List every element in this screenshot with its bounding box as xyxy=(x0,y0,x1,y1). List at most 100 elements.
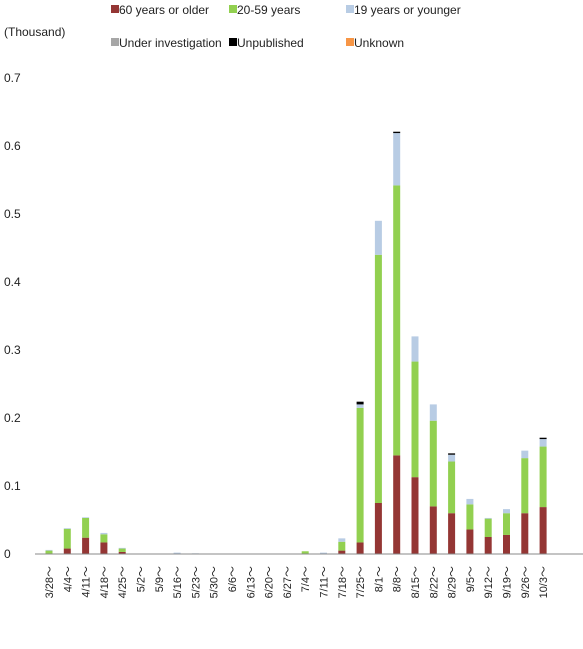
bar-segment-19-years-or-younger xyxy=(503,509,510,514)
bar-segment-20-59-years xyxy=(448,461,456,514)
x-tick-label: 6/6～ xyxy=(227,566,239,592)
x-tick-label: 3/28～ xyxy=(44,566,56,598)
y-tick-label: 0.7 xyxy=(4,71,21,85)
bar-segment-unpublished xyxy=(448,453,456,455)
x-tick-label: 8/22～ xyxy=(428,566,440,598)
y-axis: 0 0.1 0.2 0.3 0.4 0.5 0.6 0.7 xyxy=(4,71,21,561)
legend-label-19-years-or-younger: 19 years or younger xyxy=(354,3,461,17)
x-tick-label: 8/1～ xyxy=(373,566,385,592)
bars xyxy=(45,131,547,554)
x-axis: 3/28～ 4/4～ 4/11～ 4/18～ 4/25～ 5/2～ 5/9～ 5/16～ 5/2… xyxy=(44,566,550,598)
legend-label-unknown: Unknown xyxy=(354,36,404,50)
x-tick-label: 6/13～ xyxy=(245,566,257,598)
x-tick-label: 9/5～ xyxy=(465,566,477,592)
bar-segment-20-59-years xyxy=(466,504,474,530)
x-tick-label: 5/2～ xyxy=(136,566,148,592)
legend-label-unpublished: Unpublished xyxy=(237,36,304,50)
bar-segment-60-years-or-older xyxy=(429,506,437,554)
bar-segment-20-59-years xyxy=(484,518,492,537)
bar-segment-19-years-or-younger xyxy=(45,549,53,551)
x-tick-label: 7/18～ xyxy=(337,566,349,598)
bar-segment-19-years-or-younger xyxy=(521,450,529,459)
bar-segment-19-years-or-younger xyxy=(374,220,382,255)
x-tick-label: 4/11～ xyxy=(81,566,93,598)
bar-segment-19-years-or-younger xyxy=(448,454,456,462)
bar-segment-60-years-or-older xyxy=(338,550,346,554)
y-tick-label: 0.6 xyxy=(4,139,21,153)
bar-segment-unpublished xyxy=(356,401,364,405)
bar-segment-20-59-years xyxy=(45,550,53,554)
x-tick-label: 9/12～ xyxy=(483,566,495,598)
legend-label-20-59-years: 20-59 years xyxy=(237,3,300,17)
legend-swatch-20-59-years xyxy=(229,5,237,13)
bar-segment-60-years-or-older xyxy=(448,513,456,554)
bar-segment-60-years-or-older xyxy=(393,455,401,554)
bar-segment-19-years-or-younger xyxy=(356,404,364,408)
bar-segment-19-years-or-younger xyxy=(466,498,474,505)
x-tick-label: 4/25～ xyxy=(117,566,129,598)
x-tick-label: 5/30～ xyxy=(209,566,221,598)
bar-segment-20-59-years xyxy=(374,254,382,503)
bar-segment-60-years-or-older xyxy=(356,542,364,554)
bar-segment-60-years-or-older xyxy=(82,537,90,554)
bar-segment-19-years-or-younger xyxy=(82,517,90,518)
x-tick-label: 5/16～ xyxy=(172,566,184,598)
bar-segment-60-years-or-older xyxy=(63,548,71,554)
bar-segment-60-years-or-older xyxy=(503,534,510,554)
bar-segment-20-59-years xyxy=(411,361,419,478)
x-tick-label: 8/15～ xyxy=(410,566,422,598)
bar-segment-unpublished xyxy=(393,131,401,134)
x-tick-label: 10/3～ xyxy=(538,566,550,598)
bar-segment-20-59-years xyxy=(82,517,90,538)
bar-segment-60-years-or-older xyxy=(484,537,492,554)
x-tick-label: 7/11～ xyxy=(319,566,331,598)
bar-segment-60-years-or-older xyxy=(118,551,126,554)
y-tick-label: 0.4 xyxy=(4,275,21,289)
bar-segment-20-59-years xyxy=(301,551,309,554)
bar-segment-60-years-or-older xyxy=(539,507,547,554)
bar-segment-20-59-years xyxy=(503,513,510,535)
y-tick-label: 0.1 xyxy=(4,479,21,493)
legend-label-60-years-or-older: 60 years or older xyxy=(119,3,209,17)
bar-segment-19-years-or-younger xyxy=(320,552,327,554)
bar-segment-60-years-or-older xyxy=(411,477,419,554)
legend-swatch-unpublished xyxy=(229,38,237,46)
y-tick-label: 0.5 xyxy=(4,207,21,221)
bar-segment-19-years-or-younger xyxy=(411,336,419,362)
x-tick-label: 9/19～ xyxy=(502,566,514,598)
bar-segment-20-59-years xyxy=(63,528,71,549)
bar-segment-19-years-or-younger xyxy=(539,439,547,447)
x-tick-label: 6/27～ xyxy=(282,566,294,598)
x-tick-label: 7/25～ xyxy=(355,566,367,598)
bar-segment-20-59-years xyxy=(118,548,126,552)
x-tick-label: 8/8～ xyxy=(392,566,404,592)
bar-segment-20-59-years xyxy=(338,541,346,551)
bar-segment-20-59-years xyxy=(356,407,364,543)
bar-segment-20-59-years xyxy=(521,458,529,514)
legend-label-under-investigation: Under investigation xyxy=(119,36,222,50)
bar-segment-60-years-or-older xyxy=(466,529,474,554)
x-tick-label: 6/20～ xyxy=(264,566,276,598)
bar-segment-60-years-or-older xyxy=(374,503,382,554)
bar-segment-19-years-or-younger xyxy=(100,532,108,535)
y-tick-label: 0.3 xyxy=(4,343,21,357)
x-tick-label: 4/18～ xyxy=(99,566,111,598)
bar-segment-unpublished xyxy=(539,437,547,440)
y-tick-label: 0.2 xyxy=(4,411,21,425)
bar-segment-19-years-or-younger xyxy=(484,517,492,519)
bar-segment-20-59-years xyxy=(393,185,401,456)
legend-swatch-unknown xyxy=(346,38,354,46)
bar-segment-60-years-or-older xyxy=(100,542,108,554)
bar-segment-19-years-or-younger xyxy=(63,528,71,529)
legend-swatch-19-years-or-younger xyxy=(346,5,354,13)
x-tick-label: 8/29～ xyxy=(447,566,459,598)
bar-segment-19-years-or-younger xyxy=(338,538,346,542)
x-tick-label: 5/23～ xyxy=(190,566,202,598)
x-tick-label: 4/4～ xyxy=(62,566,74,592)
bar-segment-60-years-or-older xyxy=(521,513,529,554)
bar-segment-19-years-or-younger xyxy=(173,552,181,554)
bar-segment-20-59-years xyxy=(539,446,547,508)
legend-swatch-60-years-or-older xyxy=(111,5,119,13)
x-tick-label: 7/4～ xyxy=(300,566,312,592)
